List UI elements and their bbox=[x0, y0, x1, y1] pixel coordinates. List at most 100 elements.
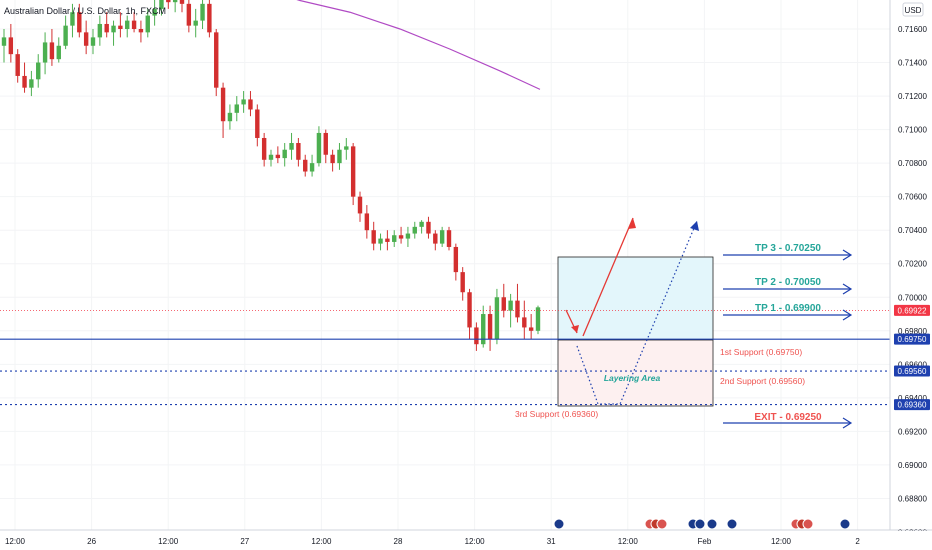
candle-body bbox=[268, 154, 274, 160]
candle bbox=[330, 149, 335, 172]
event-flag-us-icon[interactable] bbox=[656, 518, 668, 530]
candle bbox=[248, 91, 253, 117]
candle-body bbox=[419, 221, 424, 227]
plot-area[interactable] bbox=[0, 0, 890, 530]
candle-body bbox=[501, 297, 506, 311]
time-axis[interactable] bbox=[0, 531, 932, 550]
event-flag-au-icon[interactable] bbox=[553, 518, 565, 530]
support-1-badge: 0.69750 bbox=[894, 333, 930, 345]
price-tick-label: 0.69000 bbox=[898, 461, 927, 470]
candle bbox=[385, 230, 390, 251]
candle bbox=[419, 220, 424, 234]
candle-body bbox=[193, 20, 198, 26]
candle bbox=[412, 221, 417, 239]
candle-body bbox=[200, 3, 205, 21]
support-2-badge: 0.69560 bbox=[894, 365, 930, 377]
candle-body bbox=[207, 3, 212, 33]
layering-zone bbox=[557, 339, 714, 407]
red-arrow-up-head bbox=[628, 218, 636, 229]
candle bbox=[77, 3, 82, 38]
candle-body bbox=[29, 79, 34, 88]
price-axis[interactable] bbox=[891, 0, 932, 530]
candle-body bbox=[22, 75, 27, 88]
candle-body bbox=[398, 235, 404, 239]
projection-arrows bbox=[565, 217, 699, 405]
support-3-badge-bg bbox=[894, 399, 930, 411]
candle-body bbox=[49, 42, 55, 60]
exit-arrow-head bbox=[842, 417, 853, 429]
candle-body bbox=[515, 300, 520, 318]
candle-body bbox=[330, 154, 335, 164]
blue-dotted-path bbox=[576, 220, 698, 405]
candle bbox=[268, 149, 274, 167]
currency-badge[interactable] bbox=[902, 2, 924, 17]
candle bbox=[207, 0, 212, 38]
candle-body bbox=[412, 226, 417, 234]
candle bbox=[467, 288, 472, 340]
candle-body bbox=[186, 3, 192, 26]
candle-body bbox=[261, 137, 267, 160]
candle-body bbox=[214, 32, 219, 88]
event-flag-au-icon[interactable] bbox=[706, 518, 718, 530]
candle-body bbox=[303, 159, 308, 172]
candle bbox=[481, 305, 486, 348]
support1-label: 1st Support (0.69750) bbox=[720, 347, 802, 357]
candle bbox=[426, 216, 431, 239]
candle bbox=[460, 267, 465, 301]
candle-body bbox=[104, 23, 109, 33]
candle bbox=[289, 132, 294, 160]
candle-body bbox=[378, 238, 383, 244]
price-tick-label: 0.71400 bbox=[898, 59, 927, 68]
candle-body bbox=[97, 23, 103, 38]
candle-body bbox=[494, 297, 500, 340]
symbol-title[interactable]: Australian Dollar / U.S. Dollar, 1h, FXC… bbox=[4, 6, 166, 16]
current-price-value: 0.69922 bbox=[898, 306, 927, 315]
candle-body bbox=[508, 300, 513, 311]
candle bbox=[405, 226, 411, 247]
event-flag-us-icon[interactable] bbox=[802, 518, 814, 530]
candle bbox=[522, 300, 527, 340]
candle bbox=[296, 137, 301, 167]
candle-body bbox=[460, 272, 465, 293]
tp3-arrow-head bbox=[842, 249, 853, 261]
candle-body bbox=[118, 25, 123, 29]
candle-body bbox=[296, 143, 301, 160]
price-tick-label: 0.69200 bbox=[898, 427, 927, 436]
candle-body bbox=[145, 15, 150, 33]
support3-label: 3rd Support (0.69360) bbox=[515, 409, 598, 419]
candle-body bbox=[241, 99, 246, 105]
time-ticks: 12:00 26 12:00 27 12:00 28 12:00 31 12:00 Feb 12:0… bbox=[5, 537, 860, 546]
event-flag-au-icon[interactable] bbox=[726, 518, 738, 530]
price-tick-label: 0.69400 bbox=[898, 394, 927, 403]
candle-body bbox=[90, 37, 96, 46]
candle bbox=[364, 205, 370, 239]
candle-body bbox=[364, 213, 370, 231]
candle-body bbox=[63, 25, 68, 46]
candle-body bbox=[446, 230, 452, 247]
candle bbox=[42, 32, 48, 75]
candle-body bbox=[1, 37, 7, 46]
candle-body bbox=[433, 233, 438, 244]
price-tick-label: 0.70600 bbox=[898, 193, 927, 202]
candle-body bbox=[405, 233, 411, 239]
candle bbox=[241, 91, 246, 113]
candle-body bbox=[487, 314, 493, 340]
candle-body bbox=[159, 0, 164, 9]
take-profit-zone bbox=[557, 256, 714, 341]
candle bbox=[303, 154, 308, 177]
candle bbox=[275, 146, 281, 164]
candle bbox=[56, 37, 61, 63]
event-flag-eu-icon[interactable] bbox=[839, 518, 851, 530]
layering-area-label: Layering Area bbox=[604, 373, 661, 383]
price-tick-label: 0.69600 bbox=[898, 360, 927, 369]
event-flag-au-icon[interactable] bbox=[694, 518, 706, 530]
candle bbox=[227, 104, 233, 130]
economic-events[interactable] bbox=[553, 518, 851, 530]
candle-body bbox=[535, 307, 541, 331]
candle-body bbox=[15, 54, 20, 76]
tp1-arrow-head bbox=[842, 309, 853, 321]
support-2-value: 0.69560 bbox=[898, 367, 927, 376]
candle-body bbox=[255, 109, 260, 138]
candle bbox=[398, 226, 404, 244]
